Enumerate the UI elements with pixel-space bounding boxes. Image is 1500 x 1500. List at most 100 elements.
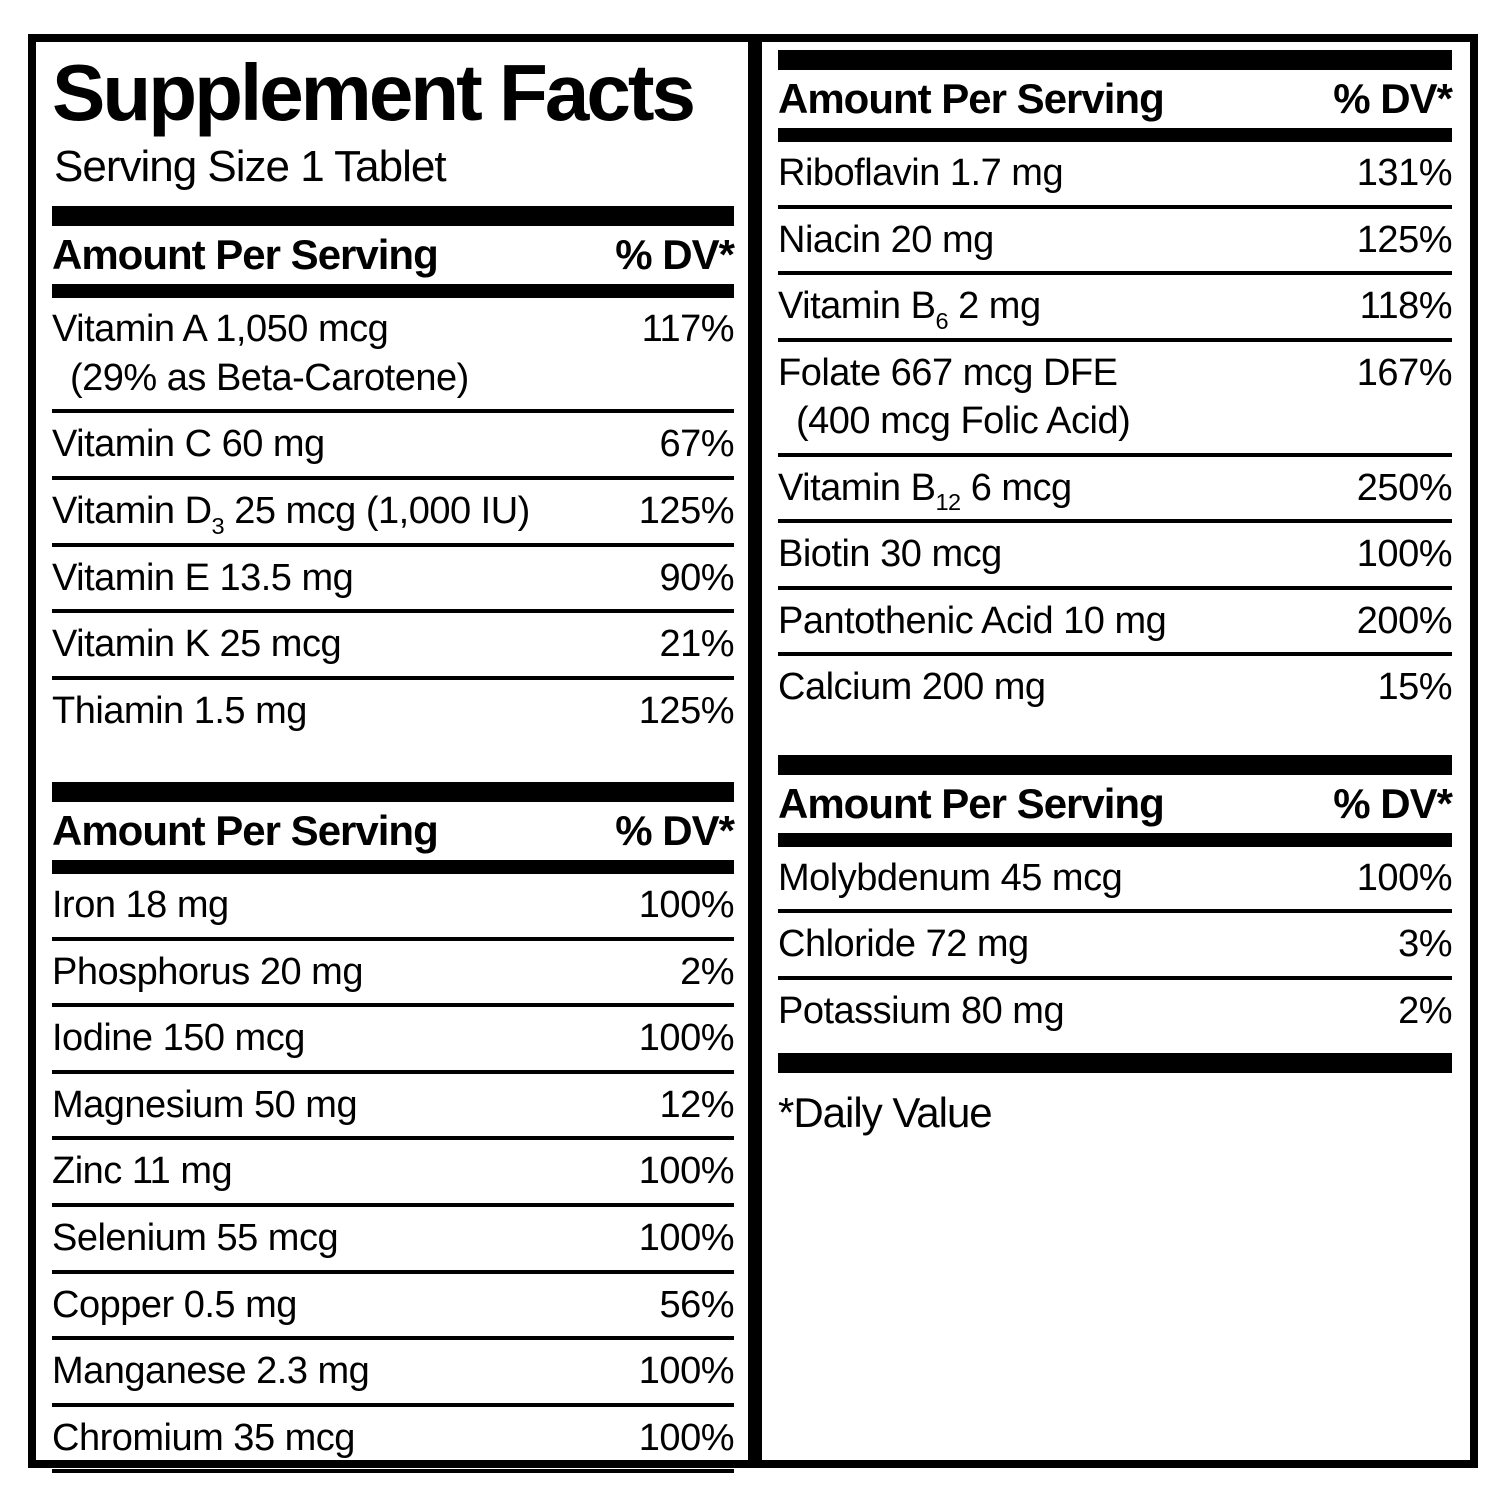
nutrient-name-part: Iron 18 mg [52,884,229,927]
nutrient-name: Phosphorus 20 mg [52,951,363,994]
amount-per-serving-label: Amount Per Serving [778,75,1165,122]
nutrient-name: Vitamin E 13.5 mg [52,556,354,600]
table-row: Chloride 72 mg 3% [778,913,1452,981]
nutrient-dv: 100% [638,1416,735,1459]
table-row: Calcium 200 mg 15% [778,656,1452,719]
percent-dv-label: % DV* [615,231,735,279]
nutrient-dv: 21% [659,623,734,666]
nutrient-note: (400 mcg Folic Acid) [796,400,1131,443]
divider-bar [778,754,1452,775]
nutrient-name-subscript: 3 [211,512,225,539]
table-row: Iodine 150 mcg 100% [52,1007,735,1074]
table-row: Manganese 2.3 mg 100% [52,1340,735,1407]
nutrient-dv: 125% [638,490,735,533]
nutrient-name: Calcium 200 mg [778,666,1046,709]
nutrient-dv: 131% [1356,152,1453,194]
nutrient-dv: 117% [641,308,735,351]
table-row: Vitamin D3 25 mcg (1,000 IU) 125% [52,480,735,547]
nutrient-name-part: Potassium 80 mg [778,990,1065,1033]
table-row: Chromium 35 mcg 100% [52,1407,735,1474]
table-row: Phosphorus 20 mg 2% [52,941,734,1008]
nutrient-dv: 2% [1398,990,1452,1033]
nutrient-dv: 90% [659,556,734,599]
nutrient-name: Thiamin 1.5 mg [52,690,307,733]
percent-dv-label: % DV* [1333,779,1453,827]
nutrient-name-part: Vitamin C 60 mg [52,423,325,466]
table-row: Iron 18 mg 100% [52,874,735,941]
nutrient-name-part: Iodine 150 mcg [52,1017,305,1060]
nutrient-name-subscript: 12 [935,489,961,516]
table-row: Copper 0.5 mg 56% [52,1274,734,1341]
nutrient-name-part: Riboflavin 1.7 mg [778,152,1064,194]
table-row: Molybdenum 45 mcg 100% [778,847,1453,914]
table-header: Amount Per Serving % DV* [52,802,735,860]
supplement-facts-title: Supplement Facts [52,48,696,137]
nutrient-dv: 250% [1356,466,1453,509]
nutrient-name: Potassium 80 mg [778,990,1065,1033]
nutrient-name: Vitamin A 1,050 mcg [52,308,389,351]
nutrient-name-part: Phosphorus 20 mg [52,950,363,993]
nutrient-dv: 100% [638,1216,735,1259]
table-row: Vitamin B12 6 mcg 250% [778,457,1453,524]
nutrient-dv: 125% [1356,218,1453,261]
nutrient-name: Biotin 30 mcg [778,533,1002,576]
percent-dv-label: % DV* [1333,75,1453,122]
table-row: Vitamin B6 2 mg 118% [778,275,1453,342]
nutrient-name: Iodine 150 mcg [52,1017,305,1060]
nutrient-name: Magnesium 50 mg [52,1083,358,1127]
nutrient-name-part: Niacin 20 mg [778,218,994,261]
table-header: Amount Per Serving % DV* [778,70,1453,128]
nutrient-name-part: Calcium 200 mg [778,666,1046,709]
nutrient-dv: 100% [638,1017,735,1060]
nutrient-name-part: Thiamin 1.5 mg [52,689,307,732]
serving-size: Serving Size 1 Tablet [54,142,447,192]
nutrient-name-part: Vitamin E 13.5 mg [52,556,354,599]
divider-bar [52,782,734,803]
nutrient-name: Chloride 72 mg [778,923,1029,966]
nutrient-name: Riboflavin 1.7 mg [778,152,1064,195]
nutrient-dv: 67% [659,423,734,466]
nutrient-note: (29% as Beta-Carotene) [70,356,469,399]
amount-per-serving-label: Amount Per Serving [52,231,439,279]
nutrient-name-part: Vitamin B [778,285,936,328]
divider-bar [52,860,734,875]
nutrient-name-part: 2 mg [948,285,1041,328]
supplement-facts-panel: Supplement Facts Serving Size 1 Tablet A… [28,34,1478,1474]
table-row: Riboflavin 1.7 mg 131% [778,142,1453,209]
nutrient-dv: 100% [638,1150,735,1193]
nutrient-name: Copper 0.5 mg [52,1284,297,1327]
nutrient-name-part: Copper 0.5 mg [52,1283,297,1326]
table-row: Pantothenic Acid 10 mg 200% [778,590,1453,657]
nutrient-name: Pantothenic Acid 10 mg [778,600,1167,643]
nutrient-name-part: Folate 667 mcg DFE [778,351,1118,394]
daily-value-footnote: *Daily Value [778,1088,993,1136]
divider-bar [52,284,734,299]
divider-bar [778,50,1452,70]
nutrient-dv: 56% [659,1283,734,1326]
table-row: Vitamin A 1,050 mcg 117% (29% as Beta-Ca… [52,298,735,414]
nutrient-name: Vitamin K 25 mcg [52,623,342,666]
nutrient-dv: 125% [638,689,735,732]
divider-bar [778,1052,1452,1073]
nutrient-dv: 118% [1359,285,1453,328]
table-row: Vitamin C 60 mg 67% [52,413,734,481]
nutrient-name-part: Magnesium 50 mg [52,1083,358,1126]
nutrient-name: Vitamin B6 2 mg [778,285,1041,332]
table-row: Magnesium 50 mg 12% [52,1074,734,1141]
table-row: Vitamin K 25 mcg 21% [52,613,734,680]
nutrient-name: Vitamin C 60 mg [52,423,325,466]
nutrient-dv: 167% [1356,351,1453,394]
nutrient-dv: 100% [1356,533,1453,576]
nutrient-name: Vitamin B12 6 mcg [778,467,1072,514]
amount-per-serving-label: Amount Per Serving [52,807,439,855]
nutrient-name: Selenium 55 mcg [52,1217,339,1260]
table-row: Zinc 11 mg 100% [52,1140,735,1207]
table-row: Selenium 55 mcg 100% [52,1207,735,1274]
nutrient-name-part: Biotin 30 mcg [778,533,1002,576]
table-header: Amount Per Serving % DV* [778,775,1453,833]
nutrient-name: Niacin 20 mg [778,219,994,262]
table-row: Vitamin E 13.5 mg 90% [52,547,734,614]
nutrient-dv: 200% [1356,599,1453,642]
nutrient-dv: 2% [680,950,734,993]
nutrient-name-part: Vitamin K 25 mcg [52,623,342,666]
